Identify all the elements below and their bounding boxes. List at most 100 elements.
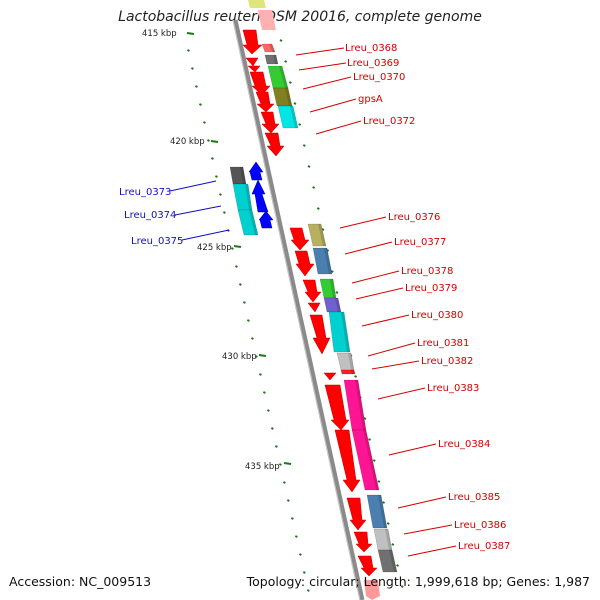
track-dot <box>298 553 302 556</box>
cog-box-lreu_0369 <box>264 54 279 65</box>
gene-label-lreu_0387: Lreu_0387 <box>458 541 510 552</box>
track-dash <box>284 60 288 63</box>
gene-label-lreu_0369: Lreu_0369 <box>347 58 399 69</box>
track-dot <box>218 193 222 196</box>
cog-box-lreu_0376 <box>307 223 327 247</box>
cog-box-lreu_0375 <box>237 209 259 236</box>
track-dash <box>335 291 339 294</box>
track-dash <box>354 375 358 378</box>
cog-box-shade <box>330 279 336 298</box>
label-line-lreu_0368 <box>295 47 345 56</box>
label-line-lreu_0370 <box>302 76 352 90</box>
cog-box-shade <box>378 495 387 528</box>
track-dot <box>198 103 202 106</box>
genome-backbone <box>232 19 365 600</box>
tick-415: 415 kbp <box>142 29 195 39</box>
track-dot <box>234 265 238 268</box>
gene-label-lreu_0377: Lreu_0377 <box>394 237 446 248</box>
label-line-lreu_0385 <box>397 496 447 509</box>
track-dash <box>382 501 386 504</box>
track-dot <box>274 445 278 448</box>
cog-box-lreu_0380 <box>328 311 351 353</box>
label-line-lreu_0382 <box>371 360 420 370</box>
track-dash <box>279 39 283 42</box>
track-dash <box>288 81 292 84</box>
label-line-lreu_0387 <box>407 545 457 557</box>
tick-label-420: 420 kbp <box>170 137 205 147</box>
cropped-top-block <box>248 0 266 8</box>
track-dash <box>391 543 395 546</box>
cog-box-lreu_0368 <box>261 43 276 53</box>
track-dash <box>377 480 381 483</box>
tick-425: 425 kbp <box>197 243 242 253</box>
gene-label-lreu_0379: Lreu_0379 <box>405 283 457 294</box>
label-line-lreu_0380 <box>361 314 410 327</box>
track-dash <box>368 438 372 441</box>
tick-label-430: 430 kbp <box>222 352 257 362</box>
label-line-lreu_0379 <box>355 287 404 300</box>
track-dot <box>210 157 214 160</box>
track-dot <box>238 283 242 286</box>
outer-dotted-track <box>186 49 310 592</box>
label-line-lreu_0384 <box>388 443 437 456</box>
cog-box-lreu_0385 <box>366 494 388 529</box>
gene-label-gpsa: gpsA <box>358 94 383 105</box>
cog-box-shade <box>245 184 252 210</box>
track-dot <box>286 499 290 502</box>
cog-box-shade <box>318 224 326 246</box>
topology-label: Topology: circular; Length: 1,999,618 bp… <box>246 574 590 589</box>
track-dot <box>230 247 234 250</box>
track-dash <box>312 186 316 189</box>
cog-box-shade <box>335 298 341 312</box>
cog-box-shade <box>341 312 350 352</box>
track-dot <box>206 139 210 142</box>
cropped-top-block-2 <box>258 10 276 30</box>
track-dash <box>363 417 367 420</box>
track-dot <box>254 355 258 358</box>
track-dash <box>307 165 311 168</box>
genome-backbone-highlight <box>232 19 361 600</box>
label-line-lreu_0376 <box>339 216 387 229</box>
label-line-lreu_0383 <box>377 387 426 400</box>
track-dot <box>266 409 270 412</box>
track-dash <box>386 522 390 525</box>
track-dot <box>306 589 310 592</box>
cog-box-lreu_0382 <box>340 369 356 375</box>
gene-label-lreu_0368: Lreu_0368 <box>345 43 397 54</box>
track-dot <box>190 67 194 70</box>
gene-label-lreu_0375: Lreu_0375 <box>131 236 183 247</box>
label-line-lreu_0378 <box>351 270 400 284</box>
tick-435: 435 kbp <box>245 462 292 472</box>
gene-label-lreu_0373: Lreu_0373 <box>119 187 171 198</box>
gene-label-lreu_0381: Lreu_0381 <box>417 338 469 349</box>
cog-box-lreu_0384 <box>351 429 380 491</box>
label-line-lreu_0373 <box>169 180 217 192</box>
accession-label: Accession: NC_009513 <box>9 574 152 589</box>
track-dot <box>250 337 254 340</box>
forward-strand-arrows <box>242 29 378 577</box>
track-dash <box>321 228 325 231</box>
cog-box-lreu_0387 <box>377 549 398 573</box>
track-dash <box>302 144 306 147</box>
gene-label-lreu_0385: Lreu_0385 <box>448 492 500 503</box>
track-dot <box>194 85 198 88</box>
cog-box-lreu_0377 <box>312 247 333 275</box>
cog-box-shade <box>285 88 292 106</box>
gene-label-lreu_0370: Lreu_0370 <box>353 72 405 83</box>
cog-box-lreu_0372 <box>277 105 299 129</box>
cog-box-shade <box>348 353 354 370</box>
cog-box-shade <box>355 380 366 430</box>
label-line-lreu_0375 <box>181 229 230 241</box>
cog-box-shade <box>389 550 397 572</box>
gene-label-lreu_0372: Lreu_0372 <box>363 116 415 127</box>
tick-label-415: 415 kbp <box>142 29 177 39</box>
track-dot <box>302 571 306 574</box>
track-dot <box>258 373 262 376</box>
gene-label-lreu_0383: Lreu_0383 <box>427 383 479 394</box>
cog-box-shade <box>324 248 332 274</box>
kbp-ticks: 415 kbp 420 kbp 425 kbp 430 kbp 435 kbp <box>142 29 292 472</box>
track-dot <box>214 175 218 178</box>
track-dash <box>396 564 399 567</box>
gene-label-lreu_0382: Lreu_0382 <box>421 356 473 367</box>
